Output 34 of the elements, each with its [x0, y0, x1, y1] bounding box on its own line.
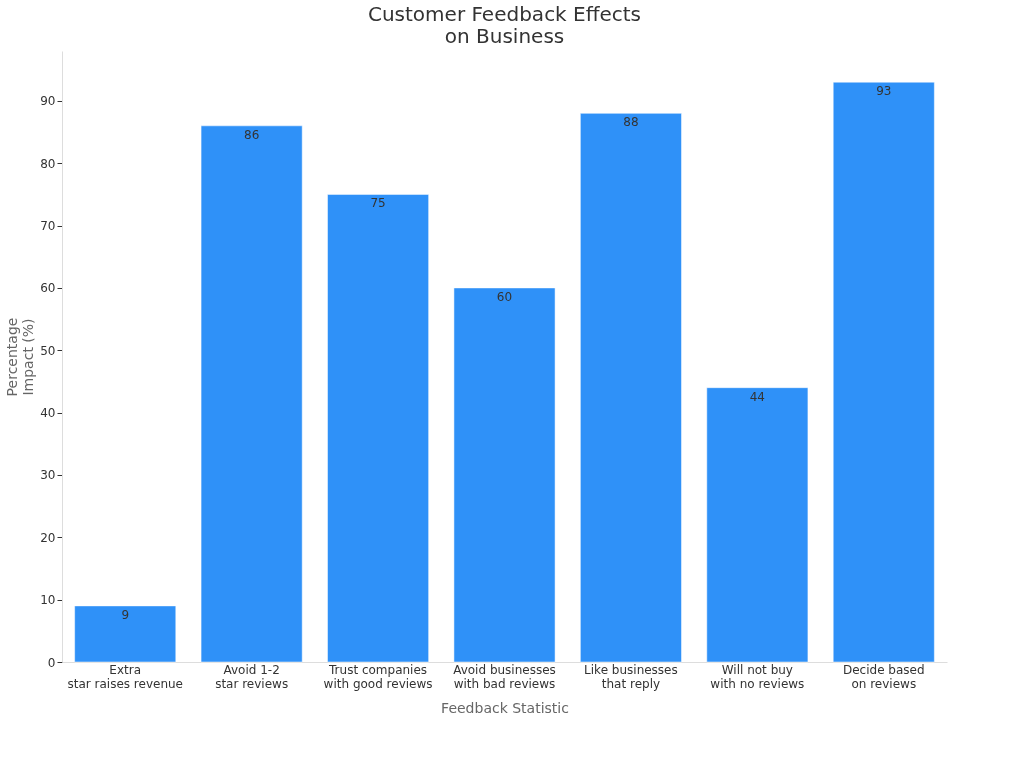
x-tick-label: Like businesses that reply	[584, 662, 678, 691]
bar	[832, 81, 935, 663]
x-tick-label: Avoid 1-2 star reviews	[215, 662, 289, 691]
data-label: 93	[876, 84, 892, 99]
x-tick-label: Avoid businesses with bad reviews	[453, 662, 556, 691]
bar	[327, 194, 429, 663]
data-label: 44	[749, 389, 765, 404]
y-tick-label: 10	[40, 593, 56, 608]
x-tick-label: Extra star raises revenue	[67, 662, 183, 691]
bar	[580, 113, 682, 663]
bar	[706, 387, 809, 663]
x-tick-label: Decide based on reviews	[842, 662, 925, 691]
data-label: 60	[496, 289, 513, 304]
y-tick-label: 70	[40, 219, 56, 234]
data-label: 88	[623, 115, 639, 130]
y-tick-label: 20	[40, 530, 56, 545]
x-axis-title: Feedback Statistic	[441, 699, 569, 716]
y-axis-title: Percentage Impact (%)	[4, 317, 37, 397]
bar	[453, 287, 556, 663]
data-label: 75	[370, 196, 386, 211]
y-tick-label: 50	[40, 343, 56, 358]
y-tick-label: 0	[47, 655, 56, 670]
y-tick-label: 90	[40, 94, 56, 109]
data-label: 86	[244, 127, 260, 142]
bar	[74, 605, 177, 663]
bar	[200, 125, 303, 663]
x-tick-label: Trust companies with good reviews	[323, 662, 433, 691]
x-tick-label: Will not buy with no reviews	[710, 662, 805, 691]
data-label: 9	[121, 607, 130, 622]
y-tick-label: 40	[40, 406, 56, 421]
chart-title: Customer Feedback Effects on Business	[367, 2, 642, 48]
y-tick-label: 60	[40, 281, 56, 296]
y-tick-label: 80	[40, 156, 56, 171]
y-tick-label: 30	[40, 468, 56, 483]
